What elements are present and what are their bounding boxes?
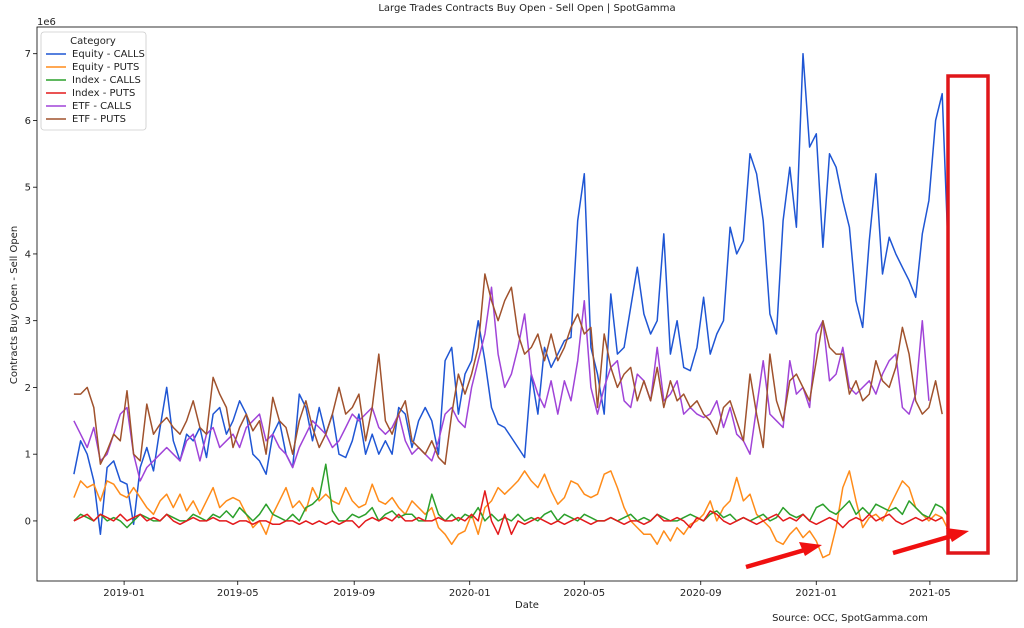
source-note: Source: OCC, SpotGamma.com xyxy=(772,613,928,624)
series-line-2 xyxy=(73,463,950,529)
x-tick-label: 2021-01 xyxy=(795,588,837,599)
series-line-3 xyxy=(73,490,943,536)
series-line-1 xyxy=(73,470,950,559)
highlight-box xyxy=(946,74,990,555)
legend-entry: Equity - PUTS xyxy=(72,62,139,73)
y-tick-label: 4 xyxy=(25,249,31,260)
x-tick-label: 2020-01 xyxy=(449,588,491,599)
x-tick-label: 2020-05 xyxy=(563,588,605,599)
y-tick-label: 5 xyxy=(25,183,31,194)
x-tick-label: 2021-05 xyxy=(909,588,951,599)
y-multiplier: 1e6 xyxy=(37,17,56,28)
legend-title: Category xyxy=(70,36,116,47)
legend-entry: ETF - CALLS xyxy=(72,101,131,112)
y-axis-label: Contracts Buy Open - Sell Open xyxy=(9,226,20,384)
y-tick-label: 0 xyxy=(25,516,31,527)
x-axis-label: Date xyxy=(515,600,539,611)
y-tick-label: 6 xyxy=(25,116,31,127)
chart-title: Large Trades Contracts Buy Open - Sell O… xyxy=(378,3,675,14)
y-tick-label: 2 xyxy=(25,383,31,394)
legend: Category Equity - CALLS Equity - PUTS Inde… xyxy=(40,31,147,131)
series-line-4 xyxy=(73,286,930,482)
axis-ticks: 2019-01 2019-05 2019-09 2020-01 2020-05 2020-… xyxy=(25,49,951,599)
y-tick-label: 1 xyxy=(25,450,31,461)
legend-entry: ETF - PUTS xyxy=(72,114,126,125)
x-tick-label: 2020-09 xyxy=(680,588,722,599)
plot-frame xyxy=(36,26,1018,582)
legend-entry: Index - PUTS xyxy=(72,88,135,99)
series-lines xyxy=(73,52,950,559)
x-tick-label: 2019-01 xyxy=(103,588,145,599)
series-line-5 xyxy=(73,273,943,465)
y-tick-label: 7 xyxy=(25,49,31,60)
x-tick-label: 2019-05 xyxy=(217,588,259,599)
legend-entry: Index - CALLS xyxy=(72,75,141,86)
x-tick-label: 2019-09 xyxy=(333,588,375,599)
y-tick-label: 3 xyxy=(25,316,31,327)
series-line-0 xyxy=(73,52,950,536)
legend-frame xyxy=(40,31,147,131)
annotation-arrow-right xyxy=(892,528,969,556)
legend-entry: Equity - CALLS xyxy=(72,49,145,60)
annotation-arrow-left xyxy=(745,542,822,570)
